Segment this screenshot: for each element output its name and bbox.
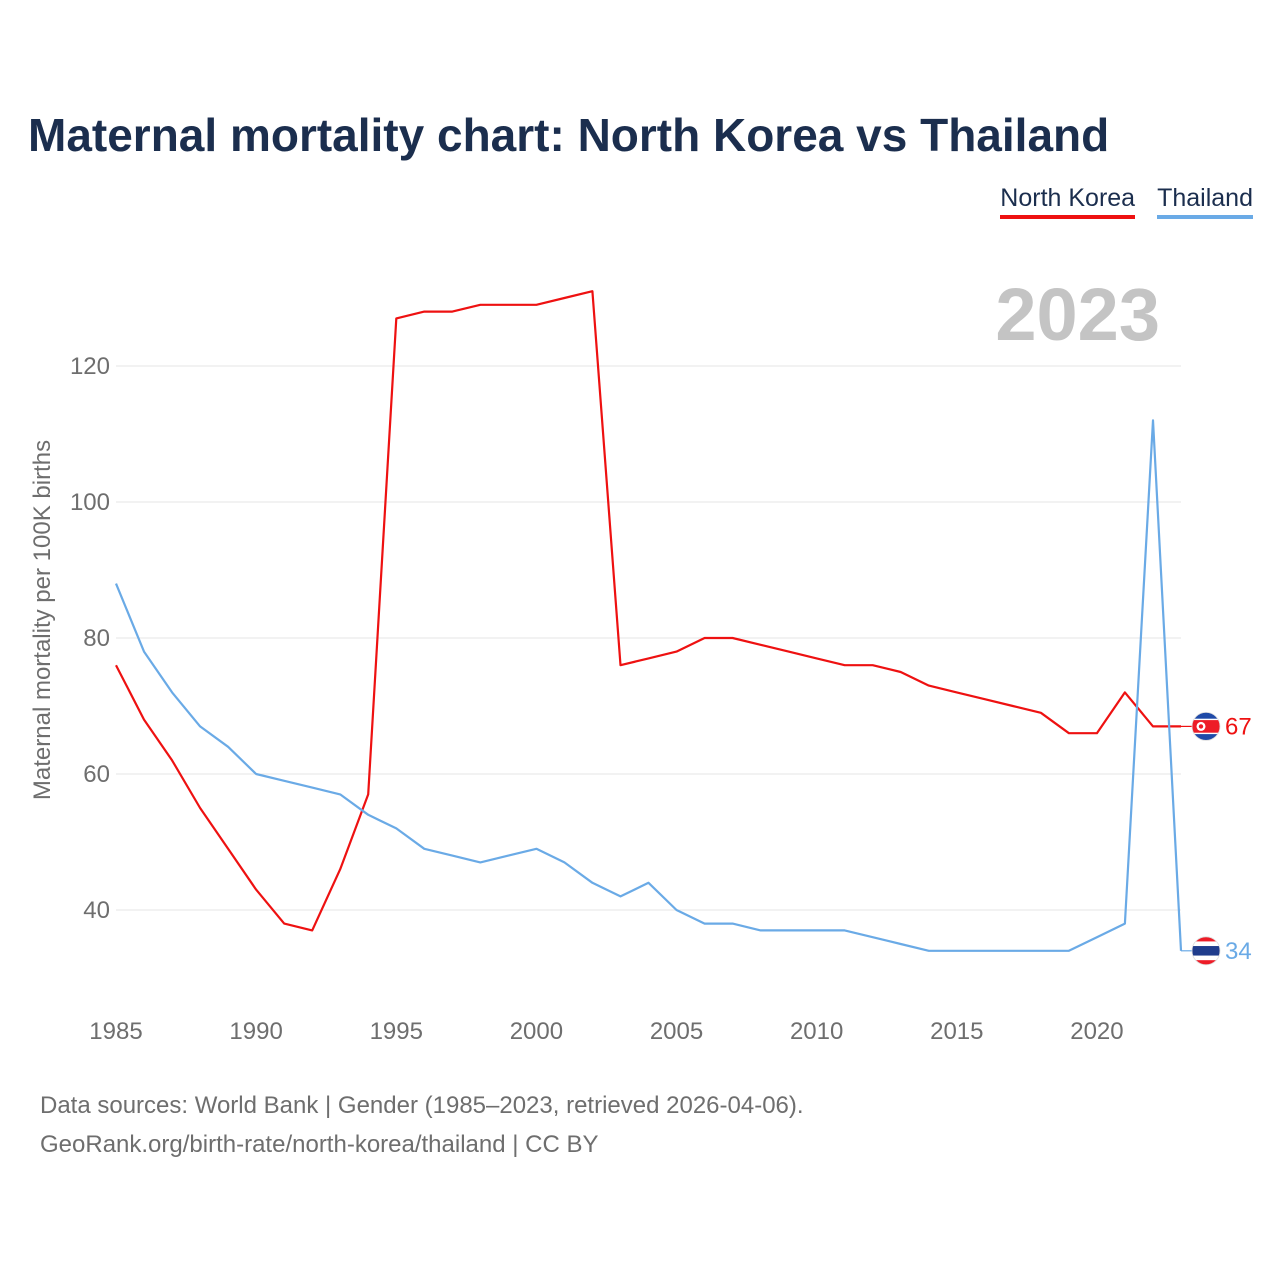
x-tick-label: 1985 <box>89 1018 142 1045</box>
series-line-north-korea[interactable] <box>115 290 1181 932</box>
grid <box>116 365 1181 911</box>
y-tick-label: 100 <box>70 489 110 516</box>
y-tick-label: 120 <box>70 353 110 380</box>
legend-north-korea[interactable]: North Korea <box>1000 184 1136 219</box>
y-tick-label: 60 <box>83 761 110 788</box>
page-title: Maternal mortality chart: North Korea vs… <box>28 109 1110 161</box>
line-chart: 2023 Maternal mortality per 100K births … <box>29 273 1252 1045</box>
legend-thailand[interactable]: Thailand <box>1157 184 1253 219</box>
x-tick-label: 2005 <box>650 1018 703 1045</box>
x-tick-label: 1995 <box>370 1018 423 1045</box>
end-label-north-korea: 67 <box>1225 713 1252 740</box>
x-tick-label: 1990 <box>229 1018 282 1045</box>
footer: Data sources: World Bank | Gender (1985–… <box>40 1086 804 1164</box>
y-axis-ticks: 40 60 80 100 120 <box>70 353 110 924</box>
x-tick-label: 2015 <box>930 1018 983 1045</box>
x-axis-ticks: 1985 1990 1995 2000 2005 2010 2015 2020 <box>89 1018 1123 1045</box>
footer-sources: Data sources: World Bank | Gender (1985–… <box>40 1092 804 1119</box>
y-axis-label: Maternal mortality per 100K births <box>29 440 56 800</box>
legend: North Korea Thailand <box>1000 184 1253 219</box>
end-markers: 67 34 <box>1181 712 1252 966</box>
series-lines <box>114 290 1183 952</box>
footer-link[interactable]: GeoRank.org/birth-rate/north-korea/thail… <box>40 1131 599 1158</box>
x-tick-label: 2000 <box>510 1018 563 1045</box>
series-line-thailand[interactable] <box>114 419 1183 952</box>
x-tick-label: 2010 <box>790 1018 843 1045</box>
end-label-thailand: 34 <box>1225 938 1252 965</box>
x-tick-label: 2020 <box>1070 1018 1123 1045</box>
y-tick-label: 40 <box>83 897 110 924</box>
flag-thailand-icon <box>1191 936 1221 966</box>
year-watermark: 2023 <box>995 273 1160 356</box>
flag-north-korea-icon <box>1191 712 1221 741</box>
y-tick-label: 80 <box>83 625 110 652</box>
